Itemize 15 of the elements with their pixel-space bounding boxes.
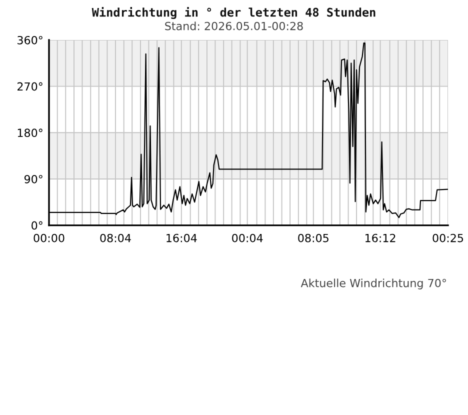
x-tick-label: 00:04 [232,234,263,242]
y-tick-label: 90° [24,174,42,184]
x-tick-label: 16:04 [166,234,197,242]
x-tick-label: 00:25 [432,234,464,242]
chart-subtitle: Stand: 2026.05.01-00:28 [165,22,303,30]
y-tick-label: 360° [18,36,42,44]
x-tick-label: 00:00 [34,234,64,242]
y-tick-label: 270° [17,82,42,91]
x-tick-label: 08:04 [100,234,131,242]
y-tick-label: 180° [18,128,42,138]
text: Aktuelle Windrichtung 70° [300,278,446,290]
y-tick-label: 0° [32,221,42,230]
x-tick-label: 08:05 [298,234,328,242]
chart-title: Windrichtung in ° der letzten 48 Stunden [92,6,376,20]
x-tick-label: 16:12 [365,234,396,242]
